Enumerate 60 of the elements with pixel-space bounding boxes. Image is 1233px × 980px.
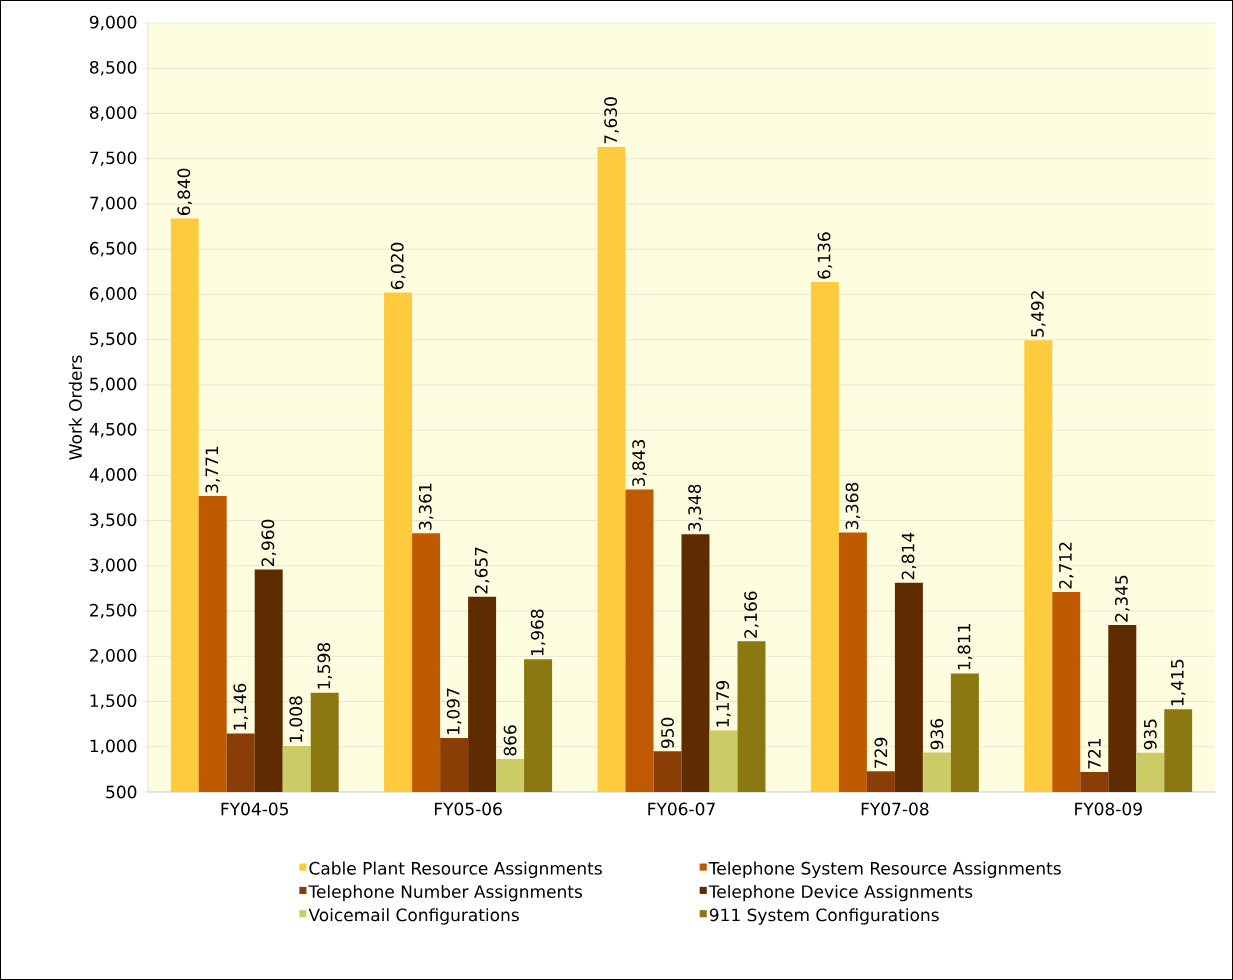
data-label: 6,840 <box>177 168 192 216</box>
x-tick-label: FY04-05 <box>221 802 288 816</box>
data-label: 1,598 <box>317 642 332 689</box>
data-label: 2,712 <box>1058 542 1074 589</box>
data-label: 5,492 <box>1030 291 1046 337</box>
data-label: 2,960 <box>261 519 276 567</box>
data-label: 6,020 <box>390 242 406 290</box>
legend-label: Cable Plant Resource Assignments <box>309 861 602 879</box>
y-tick-label: 5,000 <box>90 377 137 393</box>
data-label: 950 <box>661 717 674 749</box>
y-tick-label: 500 <box>106 785 137 799</box>
data-label: 3,348 <box>688 484 703 531</box>
y-tick-label: 4,500 <box>89 422 137 438</box>
data-label: 1,008 <box>289 696 304 742</box>
data-label: 729 <box>874 737 888 768</box>
x-tick-label: FY08-09 <box>1075 802 1142 816</box>
y-tick-label: 1,000 <box>90 739 137 755</box>
data-label: 2,345 <box>1114 575 1130 622</box>
data-label: 2,166 <box>744 591 759 638</box>
data-label: 1,968 <box>530 609 546 656</box>
data-label: 935 <box>1143 719 1157 750</box>
legend-label: 911 System Configurations <box>709 908 939 925</box>
y-tick-label: 3,500 <box>90 513 137 528</box>
y-tick-label: 3,000 <box>90 558 137 574</box>
y-tick-label: 1,500 <box>90 694 137 709</box>
data-label: 1,415 <box>1171 659 1186 706</box>
data-label: 936 <box>930 718 944 750</box>
y-axis-title: Work Orders <box>68 355 82 460</box>
y-tick-label: 6,500 <box>89 241 137 257</box>
data-label: 866 <box>503 725 517 756</box>
y-tick-label: 7,500 <box>90 151 137 166</box>
legend-label: Telephone Device Assignments <box>708 884 973 902</box>
data-label: 3,361 <box>418 483 434 530</box>
data-label: 1,811 <box>957 624 973 670</box>
y-tick-label: 7,000 <box>90 196 137 212</box>
x-tick-label: FY07-08 <box>861 802 929 816</box>
legend-label: Telephone System Resource Assignments <box>708 861 1061 879</box>
legend-label: Voicemail Configurations <box>308 908 519 925</box>
legend-label: Telephone Number Assignments <box>308 884 583 902</box>
y-tick-label: 8,000 <box>89 106 137 121</box>
y-tick-label: 5,500 <box>90 332 137 347</box>
y-tick-label: 9,000 <box>89 15 137 31</box>
y-tick-label: 6,000 <box>89 287 137 302</box>
data-label: 7,630 <box>604 97 619 144</box>
data-label: 6,136 <box>817 232 833 279</box>
data-label: 1,146 <box>233 683 248 730</box>
data-label: 2,814 <box>901 532 917 580</box>
data-label: 3,843 <box>632 440 647 487</box>
y-tick-label: 2,500 <box>90 603 137 619</box>
data-label: 1,179 <box>716 680 731 727</box>
y-tick-label: 4,000 <box>89 468 137 483</box>
data-label: 2,657 <box>474 547 490 594</box>
data-label: 3,771 <box>205 446 220 493</box>
y-tick-label: 8,500 <box>89 60 137 76</box>
y-tick-label: 2,000 <box>90 648 137 664</box>
x-tick-label: FY06-07 <box>648 802 715 816</box>
x-tick-label: FY05-06 <box>434 802 502 816</box>
data-label: 1,097 <box>446 688 462 734</box>
data-label: 721 <box>1087 738 1101 769</box>
data-label: 3,368 <box>845 482 861 530</box>
